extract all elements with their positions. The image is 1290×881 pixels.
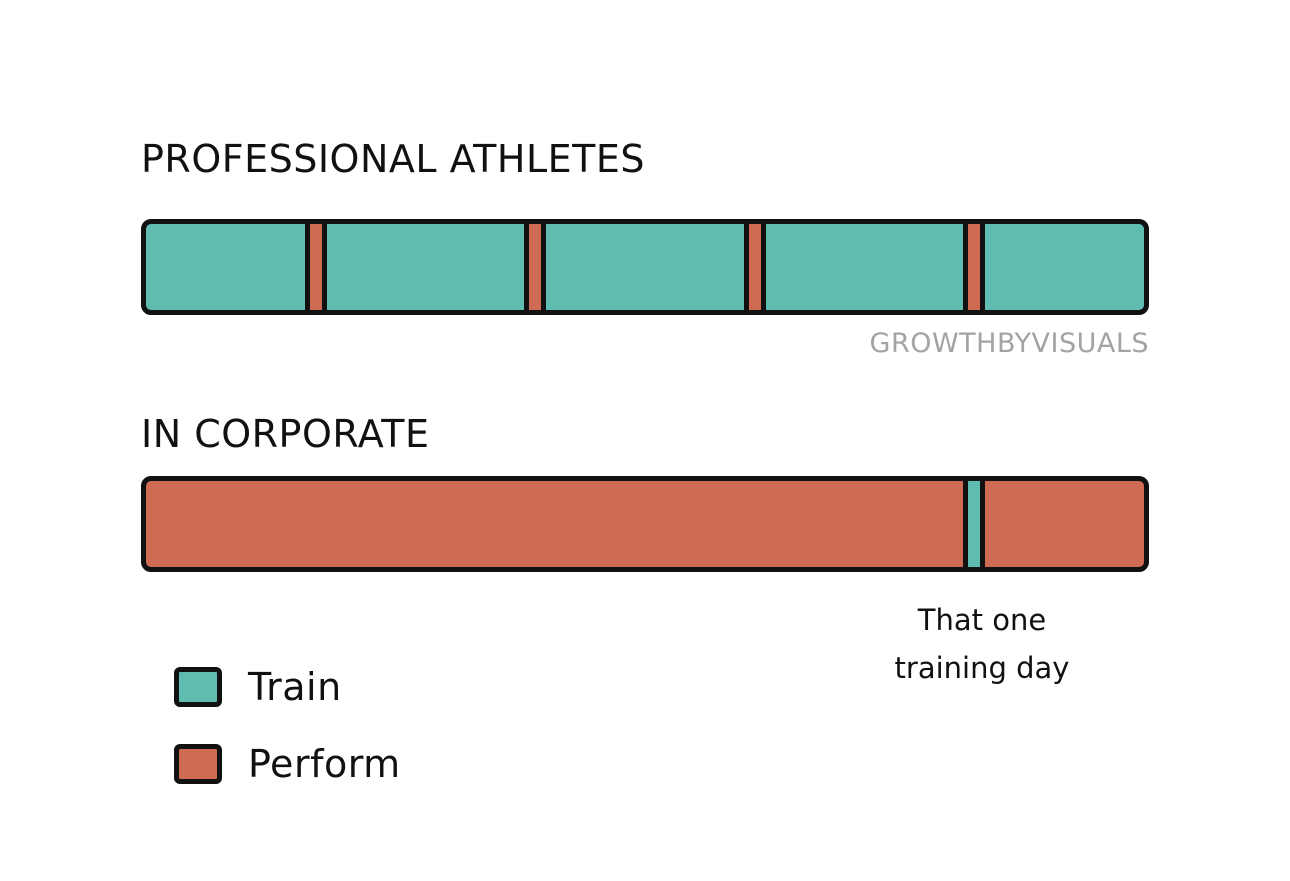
athletes-timeline-bar bbox=[141, 219, 1149, 315]
athletes-stripe-perform-2 bbox=[524, 224, 547, 310]
corporate-stripe-train-1 bbox=[963, 481, 986, 567]
legend-swatch-perform bbox=[174, 744, 222, 784]
watermark-text: GROWTHBYVISUALS bbox=[869, 328, 1149, 359]
legend-item-train: Train bbox=[174, 662, 401, 712]
corporate-timeline-bar bbox=[141, 476, 1149, 572]
training-day-annotation: That one training day bbox=[862, 596, 1102, 692]
athletes-stripe-perform-4 bbox=[963, 224, 986, 310]
annotation-line-2: training day bbox=[894, 651, 1070, 685]
heading-in-corporate: IN CORPORATE bbox=[141, 412, 430, 456]
legend-label-perform: Perform bbox=[248, 742, 401, 786]
legend-label-train: Train bbox=[248, 665, 342, 709]
heading-professional-athletes: PROFESSIONAL ATHLETES bbox=[141, 137, 645, 181]
athletes-stripe-perform-3 bbox=[743, 224, 766, 310]
legend-item-perform: Perform bbox=[174, 739, 401, 789]
legend-swatch-train bbox=[174, 667, 222, 707]
annotation-line-1: That one bbox=[917, 603, 1047, 637]
legend: Train Perform bbox=[174, 662, 401, 816]
athletes-stripe-perform-1 bbox=[304, 224, 327, 310]
